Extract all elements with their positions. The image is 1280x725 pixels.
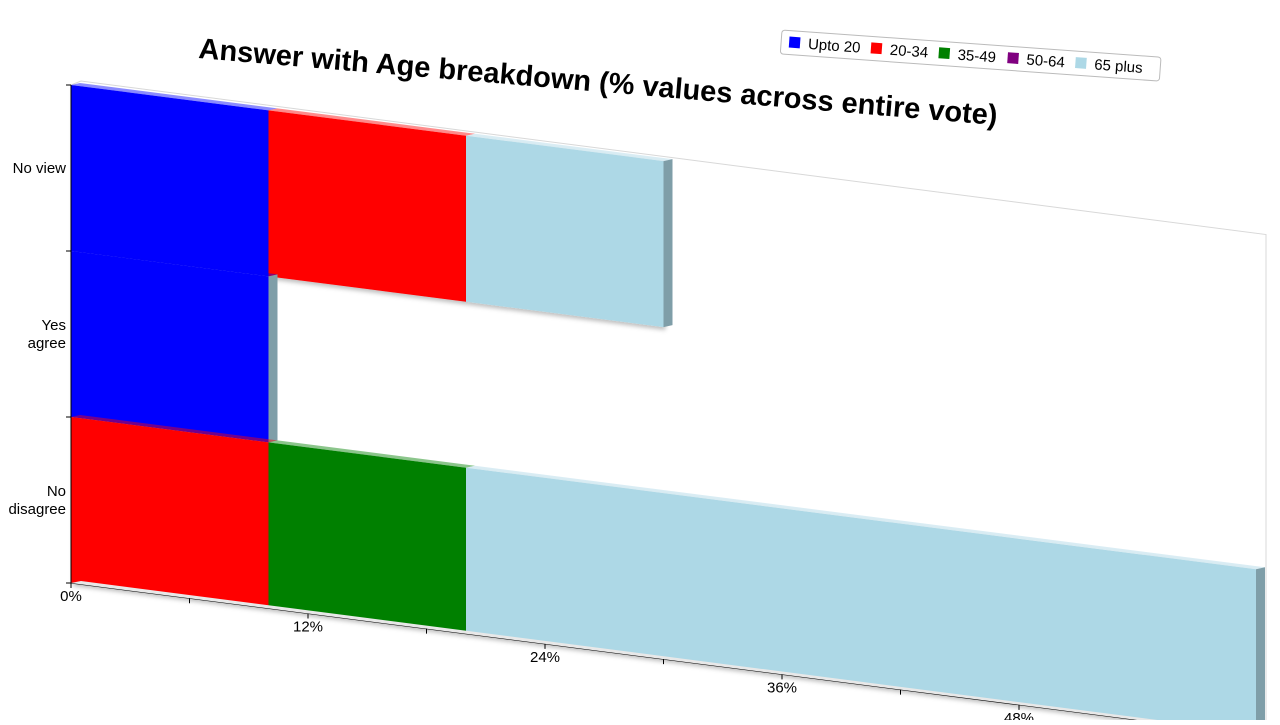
bar-top-face	[71, 249, 278, 277]
category-label: No view	[13, 160, 67, 177]
x-tick-label: 12%	[293, 618, 323, 635]
plot-frame	[70, 80, 1267, 725]
x-tick-label: 0%	[60, 588, 82, 605]
bar-end-face	[1256, 567, 1265, 725]
legend-label: 50-64	[1026, 52, 1065, 72]
category-label: disagree	[8, 501, 66, 518]
legend-swatch	[788, 36, 801, 49]
bar-segment	[268, 110, 466, 302]
bar-segment	[466, 467, 1256, 725]
bar-top-face	[466, 465, 1265, 570]
category-label: agree	[28, 335, 66, 352]
plot-back-outline	[70, 80, 1267, 725]
legend-swatch	[938, 47, 951, 60]
bar-top-face	[268, 440, 475, 468]
legend-swatch	[1075, 57, 1087, 69]
bar-segment	[466, 135, 664, 328]
bar-segment	[71, 251, 269, 443]
bar-top-face	[71, 415, 278, 443]
bar-end-face	[663, 159, 673, 328]
category-label: Yes	[42, 317, 66, 334]
bars-layer	[71, 83, 1265, 725]
bar-segment	[268, 442, 466, 634]
bar-top-face	[466, 133, 673, 162]
bar-top-face	[71, 83, 278, 111]
axis-layer: 0%12%24%36%48%60%No viewYesagreeNodisagr…	[8, 84, 1197, 725]
bar-end-face	[268, 274, 278, 443]
x-axis-floor	[71, 581, 1197, 725]
legend-label: 65 plus	[1094, 56, 1143, 76]
bar-top-face	[268, 108, 475, 136]
legend-label: Upto 20	[807, 36, 861, 57]
x-tick-label: 24%	[530, 649, 560, 666]
legend-label: 35-49	[957, 47, 996, 67]
legend-swatch	[870, 42, 883, 55]
legend: Upto 20 20-34 35-49 50-64 65 plus	[779, 29, 1162, 82]
category-label: No	[47, 483, 66, 500]
legend-swatch	[1007, 52, 1019, 64]
legend-label: 20-34	[889, 42, 928, 62]
x-tick-label: 36%	[767, 679, 797, 696]
x-tick-label: 48%	[1004, 710, 1034, 720]
bar-segment	[71, 85, 269, 277]
bar-segment	[71, 417, 269, 609]
